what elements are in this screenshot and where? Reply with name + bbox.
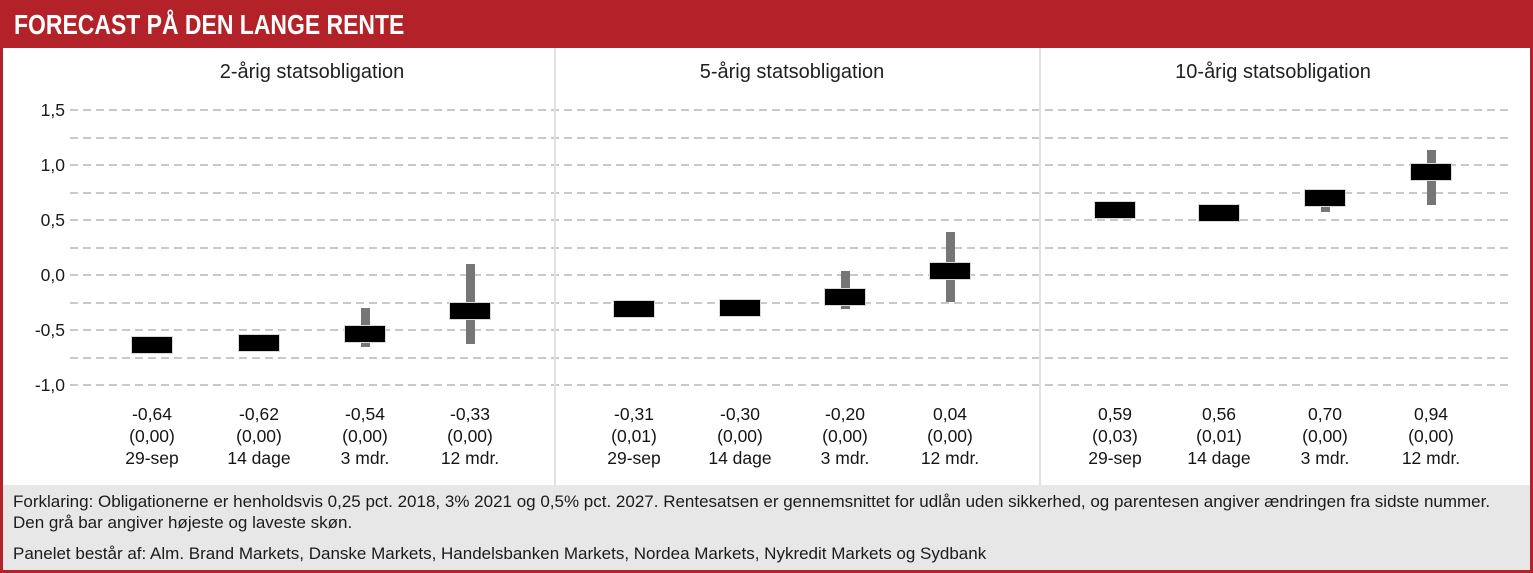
point-period-label: 14 dage: [708, 448, 772, 468]
forecast-bar: [930, 262, 970, 279]
point-labels: 0,04 (0,00) 12 mdr.: [890, 403, 1010, 469]
point-value-label: 0,59: [1097, 404, 1133, 424]
forecast-bar: [1199, 205, 1239, 222]
point-period-label: 12 mdr.: [920, 448, 980, 468]
forecast-bar: [450, 303, 490, 320]
page-title: FORECAST PÅ DEN LANGE RENTE: [14, 9, 405, 40]
forecast-bar: [345, 326, 385, 343]
point-change-label: (0,00): [129, 426, 175, 446]
point-labels: 0,70 (0,00) 3 mdr.: [1265, 403, 1385, 469]
gridline: [70, 384, 1511, 386]
gridline: [70, 191, 1511, 194]
y-axis-tick-label: 0,0: [40, 265, 65, 285]
panel-title: 5-årig statsobligation: [699, 61, 885, 83]
point-change-label: (0,01): [1196, 426, 1242, 446]
point-labels: 0,94 (0,00) 12 mdr.: [1371, 403, 1491, 469]
point-value-label: 0,70: [1307, 404, 1343, 424]
forecast-bar: [1305, 190, 1345, 206]
gridline: [70, 219, 1511, 221]
point-value-label: -0,54: [345, 404, 385, 424]
forecast-bar: [132, 337, 172, 354]
point-period-label: 29-sep: [125, 448, 179, 468]
y-axis-tick-label: -1,0: [34, 375, 65, 395]
point-change-label: (0,01): [611, 426, 657, 446]
point-period-label: 3 mdr.: [1300, 448, 1350, 468]
point-period-label: 12 mdr.: [440, 448, 500, 468]
point-value-label: -0,33: [450, 404, 490, 424]
point-period-label: 29-sep: [1088, 448, 1142, 468]
point-value-label: -0,20: [825, 404, 865, 424]
point-change-label: (0,00): [717, 426, 763, 446]
panel-divider: [1039, 48, 1041, 485]
point-period-label: 29-sep: [607, 448, 661, 468]
panel-divider: [554, 48, 556, 485]
point-labels: -0,31 (0,01) 29-sep: [574, 403, 694, 469]
point-value-label: 0,04: [932, 404, 968, 424]
forecast-bar: [825, 289, 865, 305]
y-axis-tick-label: 1,0: [40, 155, 65, 175]
point-labels: -0,20 (0,00) 3 mdr.: [785, 403, 905, 469]
point-labels: -0,30 (0,00) 14 dage: [680, 403, 800, 469]
point-period-label: 3 mdr.: [340, 448, 390, 468]
point-change-label: (0,00): [342, 426, 388, 446]
panel-title: 10-årig statsobligation: [1175, 61, 1371, 83]
point-change-label: (0,00): [1408, 426, 1454, 446]
gridline: [70, 274, 1511, 276]
gridline: [70, 356, 1511, 359]
gridline: [70, 301, 1511, 304]
gridline: [70, 329, 1511, 331]
point-labels: -0,64 (0,00) 29-sep: [92, 403, 212, 469]
forecast-bar: [1095, 202, 1135, 219]
gridline: [70, 246, 1511, 249]
footer-panel-note: Panelet består af: Alm. Brand Markets, D…: [13, 543, 987, 563]
point-change-label: (0,03): [1092, 426, 1138, 446]
point-labels: 0,56 (0,01) 14 dage: [1159, 403, 1279, 469]
gridline: [70, 109, 1511, 111]
forecast-bar: [1411, 163, 1451, 180]
header-band: FORECAST PÅ DEN LANGE RENTE: [3, 3, 1530, 48]
point-value-label: -0,31: [614, 404, 654, 424]
chart-area: 1,5 1,0 0,5 0,0 -0,5 -1,0 2-årig statsobligati…: [3, 48, 1530, 485]
point-value-label: -0,30: [720, 404, 760, 424]
point-period-label: 14 dage: [1187, 448, 1251, 468]
point-change-label: (0,00): [1302, 426, 1348, 446]
point-value-label: 0,94: [1413, 404, 1449, 424]
point-labels: -0,33 (0,00) 12 mdr.: [410, 403, 530, 469]
y-axis-tick-label: 0,5: [40, 210, 65, 230]
y-axis-tick-label: 1,5: [40, 100, 65, 120]
point-change-label: (0,00): [236, 426, 282, 446]
forecast-bar: [239, 335, 279, 352]
point-labels: -0,54 (0,00) 3 mdr.: [305, 403, 425, 469]
point-period-label: 12 mdr.: [1401, 448, 1461, 468]
point-labels: 0,59 (0,03) 29-sep: [1055, 403, 1175, 469]
footer-note: Forklaring: Obligationerne er henholdsvi…: [3, 485, 1530, 570]
gridline: [70, 164, 1511, 166]
panel-title: 2-årig statsobligation: [219, 61, 405, 83]
footer-explanation: Forklaring: Obligationerne er henholdsvi…: [13, 492, 1491, 533]
y-axis-tick-label: -0,5: [34, 320, 65, 340]
point-value-label: -0,62: [239, 404, 279, 424]
point-labels: -0,62 (0,00) 14 dage: [199, 403, 319, 469]
point-value-label: 0,56: [1201, 404, 1237, 424]
point-change-label: (0,00): [447, 426, 493, 446]
point-period-label: 3 mdr.: [820, 448, 870, 468]
point-change-label: (0,00): [822, 426, 868, 446]
point-change-label: (0,00): [927, 426, 973, 446]
forecast-bar: [614, 301, 654, 318]
forecast-bar: [720, 300, 760, 316]
point-period-label: 14 dage: [227, 448, 291, 468]
gridline: [70, 136, 1511, 139]
point-value-label: -0,64: [132, 404, 172, 424]
